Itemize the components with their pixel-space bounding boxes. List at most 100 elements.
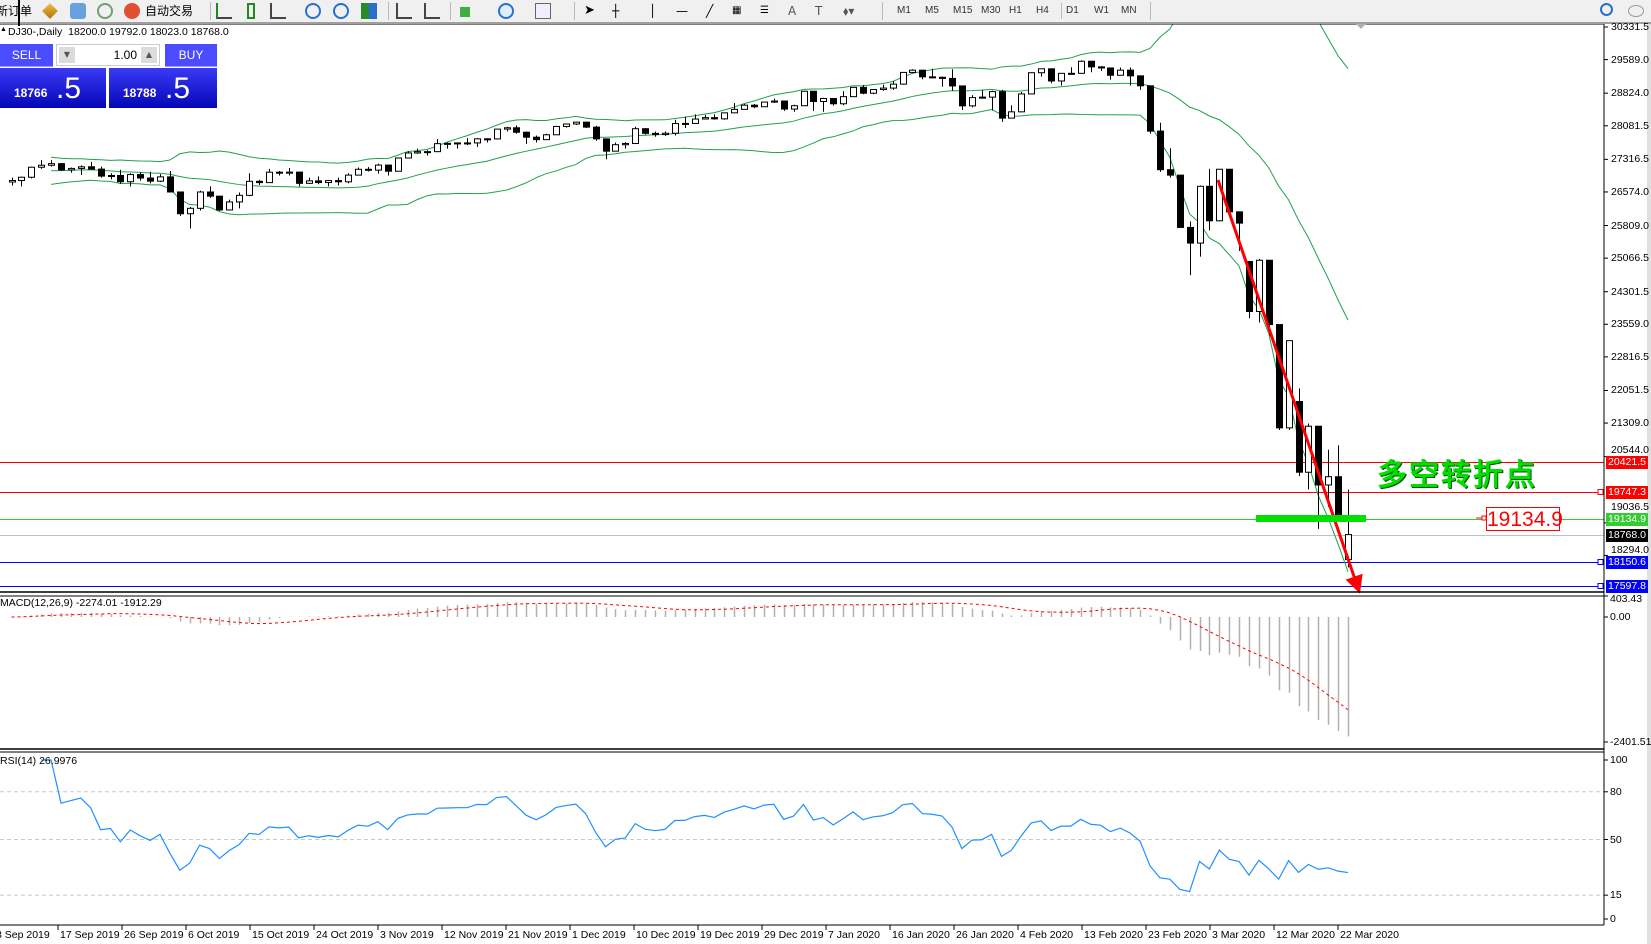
- arrows-icon[interactable]: ⬧▾: [843, 4, 855, 18]
- bull-candle[interactable]: [197, 191, 204, 209]
- bear-candle[interactable]: [642, 128, 649, 134]
- bear-candle[interactable]: [207, 191, 214, 197]
- navigator-icon[interactable]: [70, 3, 86, 19]
- fibonacci-icon[interactable]: ☰: [760, 5, 769, 16]
- buy-price-button[interactable]: 18788 .5: [109, 68, 217, 108]
- bear-candle[interactable]: [98, 168, 105, 177]
- bull-candle[interactable]: [622, 143, 629, 146]
- bear-candle[interactable]: [1098, 66, 1105, 69]
- bull-candle[interactable]: [702, 117, 709, 120]
- templates-icon[interactable]: [535, 3, 551, 19]
- bear-candle[interactable]: [523, 131, 530, 138]
- bull-candle[interactable]: [375, 164, 382, 171]
- bull-candle[interactable]: [434, 143, 441, 153]
- bear-candle[interactable]: [513, 127, 520, 133]
- bull-candle[interactable]: [236, 194, 243, 203]
- bear-candle[interactable]: [216, 195, 223, 211]
- candlestick-chart-icon[interactable]: [247, 3, 255, 19]
- bull-candle[interactable]: [840, 96, 847, 105]
- bull-candle[interactable]: [682, 122, 689, 125]
- trendline-icon[interactable]: ╱: [706, 4, 714, 18]
- bear-candle[interactable]: [276, 171, 283, 174]
- indicators-icon[interactable]: [460, 7, 470, 17]
- bull-candle[interactable]: [444, 142, 451, 145]
- bear-candle[interactable]: [1127, 69, 1134, 77]
- bull-candle[interactable]: [1256, 259, 1263, 312]
- buy-button[interactable]: BUY: [165, 44, 217, 67]
- bull-candle[interactable]: [721, 112, 728, 120]
- bear-candle[interactable]: [751, 104, 758, 108]
- bull-candle[interactable]: [1058, 72, 1065, 82]
- bull-candle[interactable]: [306, 180, 313, 184]
- bull-candle[interactable]: [48, 163, 55, 166]
- bull-candle[interactable]: [1068, 72, 1075, 75]
- periods-icon[interactable]: [498, 3, 514, 19]
- bull-candle[interactable]: [731, 108, 738, 114]
- bear-candle[interactable]: [860, 86, 867, 94]
- bear-candle[interactable]: [1206, 185, 1213, 222]
- bull-candle[interactable]: [18, 176, 25, 181]
- bull-candle[interactable]: [1028, 72, 1035, 95]
- bear-candle[interactable]: [365, 168, 372, 171]
- bull-candle[interactable]: [226, 201, 233, 211]
- bull-candle[interactable]: [1117, 69, 1124, 76]
- rsi-line[interactable]: [41, 759, 1349, 893]
- bear-candle[interactable]: [533, 136, 540, 141]
- text-icon[interactable]: A: [788, 4, 797, 18]
- bear-candle[interactable]: [1167, 169, 1174, 176]
- bar-chart-icon[interactable]: [216, 3, 232, 19]
- vertical-line-icon[interactable]: │: [649, 4, 657, 18]
- chart-shift-icon[interactable]: [396, 3, 412, 19]
- bear-candle[interactable]: [335, 180, 342, 183]
- bear-candle[interactable]: [1147, 85, 1154, 132]
- bull-candle[interactable]: [157, 176, 164, 182]
- bull-candle[interactable]: [1197, 185, 1204, 244]
- equidistant-channel-icon[interactable]: ▦: [732, 5, 742, 16]
- bull-candle[interactable]: [969, 97, 976, 107]
- chat-icon[interactable]: [1628, 5, 1644, 17]
- bear-candle[interactable]: [1137, 75, 1144, 87]
- bull-candle[interactable]: [286, 171, 293, 174]
- bear-candle[interactable]: [1177, 174, 1184, 228]
- bear-candle[interactable]: [781, 100, 788, 110]
- bear-candle[interactable]: [583, 121, 590, 128]
- bear-candle[interactable]: [177, 191, 184, 215]
- horizontal-line-icon[interactable]: —: [676, 4, 688, 18]
- bull-candle[interactable]: [108, 174, 115, 177]
- sell-price-button[interactable]: 18766 .5: [0, 68, 106, 108]
- timeframe-w1[interactable]: W1: [1094, 5, 1109, 16]
- bull-candle[interactable]: [474, 138, 481, 144]
- bull-candle[interactable]: [890, 83, 897, 89]
- bull-candle[interactable]: [741, 104, 748, 110]
- bull-candle[interactable]: [325, 180, 332, 184]
- bull-candle[interactable]: [9, 179, 16, 183]
- bull-candle[interactable]: [612, 144, 619, 152]
- bear-candle[interactable]: [1236, 211, 1243, 224]
- crosshair-icon[interactable]: ┼: [612, 4, 620, 18]
- bear-candle[interactable]: [959, 85, 966, 107]
- bull-candle[interactable]: [1078, 60, 1085, 74]
- bull-candle[interactable]: [464, 142, 471, 145]
- volume-increase-button[interactable]: ▲: [141, 47, 157, 63]
- bull-candle[interactable]: [850, 86, 857, 98]
- bear-candle[interactable]: [810, 90, 817, 103]
- bull-candle[interactable]: [791, 105, 798, 110]
- macd-signal-line[interactable]: [11, 602, 1349, 711]
- bollinger-lower-band[interactable]: [51, 109, 1349, 572]
- bull-candle[interactable]: [909, 69, 916, 73]
- bollinger-upper-band[interactable]: [51, 0, 1349, 164]
- bull-candle[interactable]: [900, 71, 907, 85]
- timeframe-h4[interactable]: H4: [1036, 5, 1049, 16]
- autoscroll-icon[interactable]: [424, 3, 440, 19]
- bear-candle[interactable]: [1335, 476, 1342, 518]
- bull-candle[interactable]: [820, 97, 827, 103]
- volume-decrease-button[interactable]: ▼: [59, 47, 75, 63]
- timeframe-h1[interactable]: H1: [1009, 5, 1022, 16]
- bear-candle[interactable]: [256, 180, 263, 184]
- green-level-bar[interactable]: [1256, 515, 1366, 522]
- timeframe-m5[interactable]: M5: [925, 5, 939, 16]
- price-callout[interactable]: 19134.9: [1486, 507, 1563, 531]
- bear-candle[interactable]: [137, 174, 144, 179]
- bull-candle[interactable]: [38, 164, 45, 168]
- signals-icon[interactable]: [97, 3, 113, 19]
